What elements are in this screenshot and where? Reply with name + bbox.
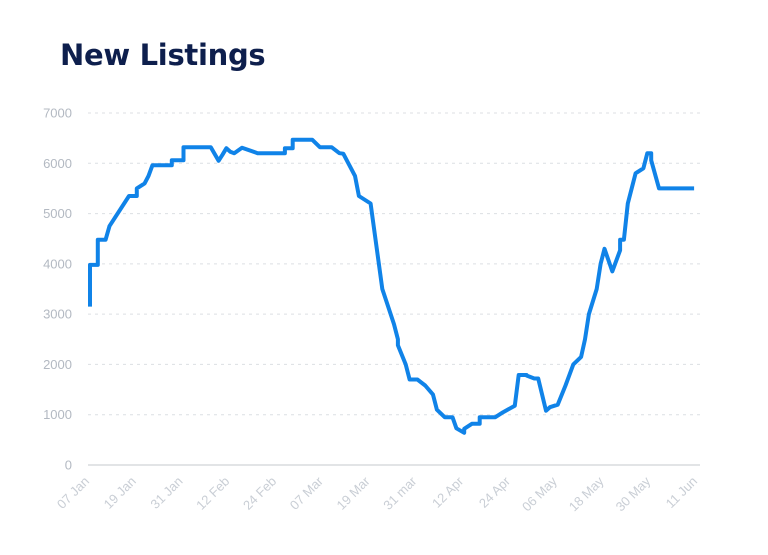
x-tick-label: 18 May [566,473,607,514]
x-tick-label: 07 Mar [287,473,327,513]
y-tick-label: 0 [65,458,72,473]
y-axis-tick-labels: 0 1000 2000 3000 4000 5000 6000 7000 [43,106,72,473]
x-tick-label: 12 Apr [429,473,467,511]
x-tick-label: 06 May [519,473,560,514]
y-tick-label: 6000 [43,156,72,171]
y-tick-label: 2000 [43,357,72,372]
x-tick-label: 24 Feb [240,474,279,513]
y-tick-label: 4000 [43,256,72,271]
x-tick-label: 19 Mar [334,473,374,513]
chart-title: New Listings [60,38,266,72]
x-tick-label: 24 Apr [476,473,514,511]
new-listings-series-line [88,137,695,435]
x-tick-label: 31 Jan [147,474,185,512]
x-tick-label: 12 Feb [193,474,232,513]
x-tick-label: 11 Jun [663,474,701,512]
y-tick-label: 3000 [43,307,72,322]
y-tick-label: 7000 [43,106,72,121]
y-tick-label: 1000 [43,407,72,422]
x-axis-tick-labels: 07 Jan 19 Jan 31 Jan 12 Feb 24 Feb 07 Mar 19 M… [54,473,700,514]
x-tick-label: 07 Jan [54,474,92,512]
x-tick-label: 19 Jan [101,474,139,512]
y-tick-label: 5000 [43,206,72,221]
x-tick-label: 30 May [613,473,654,514]
x-tick-label: 31 mar [380,473,420,513]
